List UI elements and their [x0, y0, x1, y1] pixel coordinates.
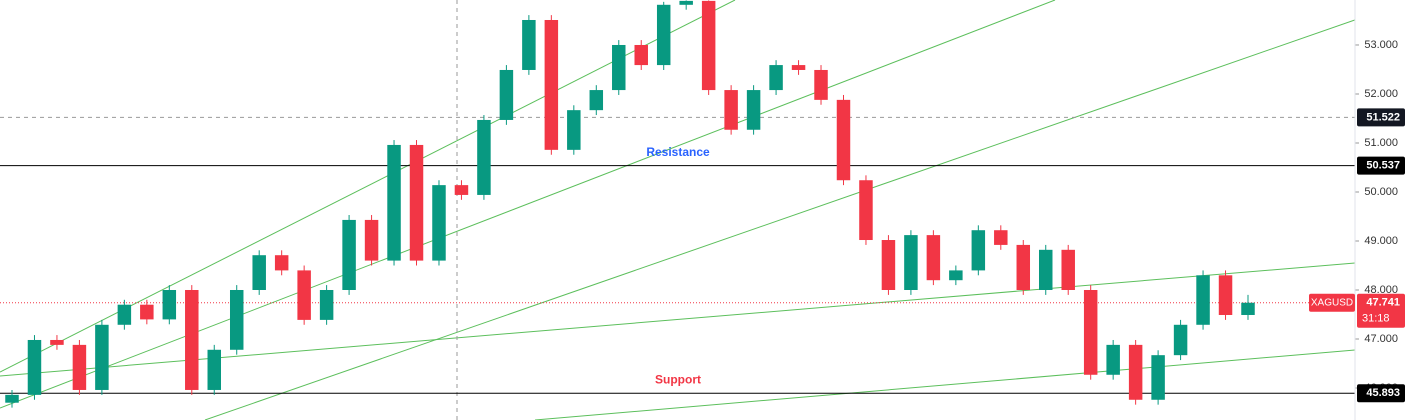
level-label: 50.537 [1366, 160, 1400, 172]
y-tick-label: 50.000 [1364, 186, 1398, 198]
candle-body [229, 289, 244, 350]
candle-body [162, 289, 177, 320]
trendline [0, 262, 1356, 377]
candle-body [5, 394, 19, 403]
candle-body [679, 0, 693, 5]
last-box [1357, 293, 1405, 328]
candle-body [432, 185, 446, 261]
candle-body [297, 270, 311, 320]
candle-body [859, 180, 873, 241]
symbol-box [1309, 293, 1355, 312]
candle-body [994, 230, 1008, 245]
candle-body [477, 119, 491, 195]
candle-body [904, 235, 918, 290]
candle-body [140, 304, 154, 320]
candle-body [319, 289, 334, 320]
crosshair-label: 51.522 [1366, 111, 1400, 123]
candle-body [1218, 275, 1233, 315]
level-name: Resistance [646, 145, 710, 159]
candle-body [1039, 249, 1053, 290]
candle-body [589, 90, 604, 111]
trendline [534, 349, 1356, 420]
candle-body [1241, 302, 1255, 315]
candle-body [1196, 275, 1210, 325]
candle-body [1083, 289, 1098, 375]
candle-body [656, 4, 671, 66]
countdown-label: 31:18 [1362, 313, 1390, 325]
candle-body [881, 240, 896, 290]
candle-body [701, 0, 716, 91]
candle-body [342, 219, 356, 290]
candle-body [791, 65, 806, 70]
level-box [1357, 384, 1405, 403]
crosshair-box [1357, 108, 1405, 127]
candle-body [567, 110, 581, 150]
candle-body [1106, 344, 1120, 375]
candle-body [544, 19, 559, 150]
candle-body [409, 144, 424, 261]
candle-body [634, 44, 648, 66]
candle-body [117, 304, 132, 325]
candle-body [836, 99, 851, 181]
level-box [1357, 156, 1405, 175]
candle-body [454, 185, 469, 195]
candle-body [72, 344, 87, 390]
candle-body [769, 65, 783, 91]
candle-body [1016, 244, 1031, 290]
last-price-label: 47.741 [1366, 297, 1400, 309]
level-label: 45.893 [1366, 387, 1400, 399]
candle-body [1128, 344, 1143, 400]
y-tick-label: 53.000 [1364, 39, 1398, 51]
y-tick-label: 49.000 [1364, 235, 1398, 247]
candle-body [387, 144, 401, 261]
trendline [0, 0, 1056, 409]
trendline [204, 13, 1373, 420]
candle-body [27, 339, 42, 395]
candle-body [926, 235, 941, 281]
candle-body [971, 230, 986, 271]
y-tick-label: 52.000 [1364, 88, 1398, 100]
candle-body [949, 270, 963, 281]
candle-body [746, 90, 761, 130]
y-tick-label: 51.000 [1364, 137, 1398, 149]
candle-body [724, 90, 738, 130]
y-tick-label: 47.000 [1364, 333, 1398, 345]
candle-body [612, 44, 626, 91]
candle-body [274, 255, 289, 271]
price-axis [1355, 0, 1408, 420]
candle-body [364, 219, 379, 261]
candle-body [522, 19, 536, 70]
candle-body [252, 255, 266, 290]
candle-body [1151, 355, 1165, 400]
symbol-label: XAGUSD [1311, 297, 1353, 308]
candle-body [50, 339, 64, 345]
candle-body [95, 324, 109, 390]
candle-body [499, 69, 514, 120]
y-tick-label: 48.000 [1364, 284, 1398, 296]
candle-body [207, 349, 221, 390]
candle-body [1173, 324, 1188, 356]
candle-body [185, 289, 199, 390]
level-name: Support [655, 372, 701, 386]
candle-body [1061, 249, 1075, 290]
candle-body [814, 69, 828, 100]
